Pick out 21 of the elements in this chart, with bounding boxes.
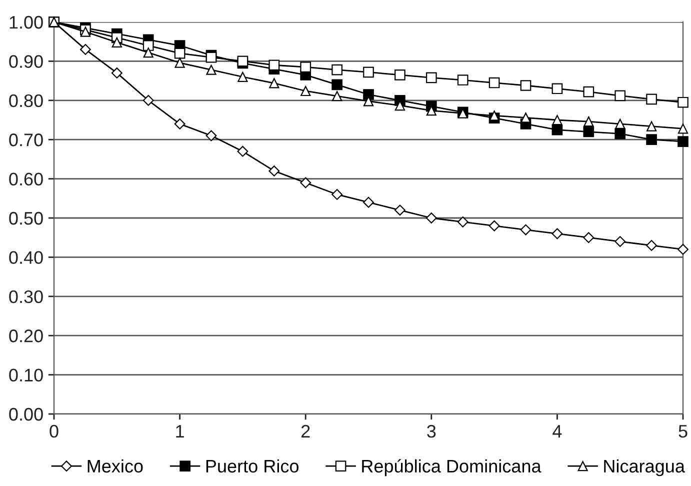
y-tick-label: 0.20 — [9, 330, 43, 342]
x-tick-label: 5 — [678, 425, 688, 438]
y-tick-label: 0.30 — [9, 290, 43, 304]
legend-label: República Dominicana — [362, 459, 542, 476]
x-tick-label: 0 — [50, 424, 58, 438]
legend-label: Nicaragua — [604, 459, 685, 476]
y-tick-label: 0.00 — [9, 408, 43, 421]
x-tick-label: 2 — [301, 424, 310, 438]
y-tick-label: 0.50 — [9, 212, 43, 225]
y-tick-label: 0.40 — [9, 251, 43, 264]
y-tick-label: 1.00 — [10, 16, 43, 29]
y-tick-label: 0.60 — [9, 172, 43, 186]
y-tick-label: 0.10 — [9, 368, 43, 382]
x-tick-label: 1 — [176, 425, 184, 438]
y-tick-label: 0.70 — [9, 134, 43, 146]
x-tick-label: 3 — [427, 424, 436, 438]
y-tick-label: 0.90 — [9, 55, 43, 68]
legend-label: Mexico — [88, 459, 143, 473]
x-tick-label: 4 — [552, 425, 562, 438]
y-tick-label: 0.80 — [9, 94, 43, 108]
legend-label: Puerto Rico — [206, 459, 298, 473]
